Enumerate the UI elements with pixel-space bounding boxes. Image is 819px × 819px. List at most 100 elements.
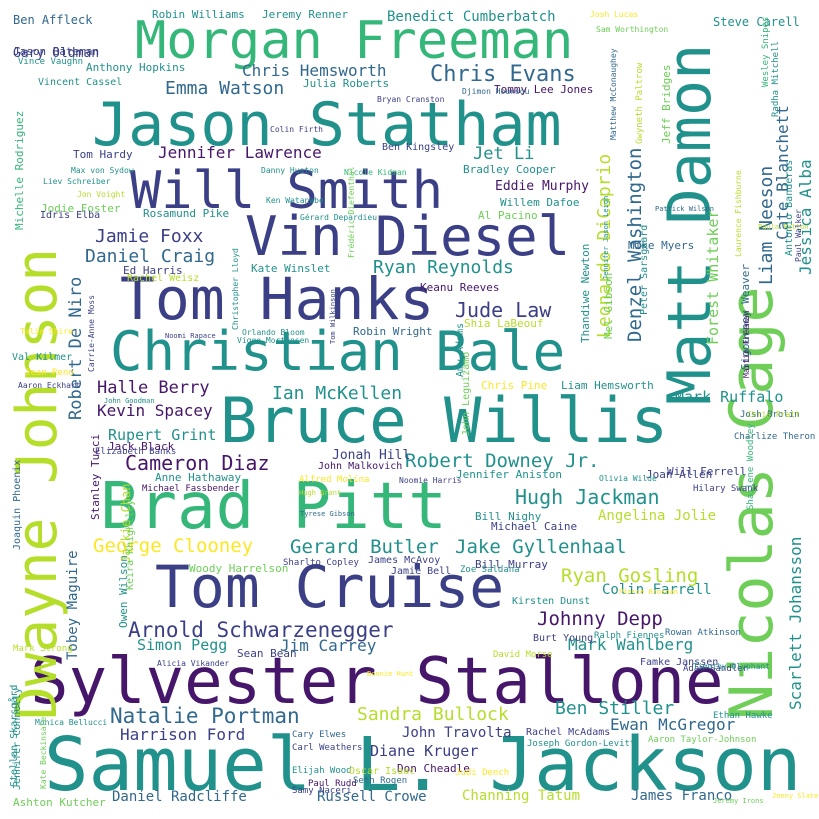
cloud-word: Tyrese Gibson [300, 510, 355, 518]
cloud-word: Michelle Rodriguez [13, 110, 26, 230]
cloud-word: Noomie Harris [399, 476, 462, 485]
cloud-word: Keanu Reeves [420, 281, 500, 294]
cloud-word: Morgan Freeman [135, 11, 574, 71]
cloud-word: Wesley Snipes [761, 16, 771, 87]
cloud-word: Colin Farrell [602, 582, 712, 598]
cloud-word: Tom Cruise [155, 553, 505, 621]
cloud-word: Chris Evans [430, 62, 576, 87]
cloud-word: James McAvoy [368, 555, 441, 566]
cloud-word: Thandiwe Newton [579, 243, 592, 343]
cloud-word: Sean Bean [237, 647, 297, 660]
cloud-word: Sylvester Stallone [30, 645, 724, 719]
cloud-word: Joseph Gordon-Levitt [527, 739, 636, 749]
cloud-word: Sharlto Copley [283, 558, 359, 568]
cloud-word: Bonnie Hunt [367, 670, 414, 678]
cloud-word: Djimon Hounsou [462, 87, 530, 96]
cloud-word: Gary Oldman [13, 46, 100, 61]
cloud-word: Burt Young [533, 633, 594, 644]
cloud-word: Chris Hemsworth [242, 61, 387, 80]
cloud-word: Frédéric Diefenthal [347, 166, 356, 258]
cloud-word: Samuel L. Jackson [44, 722, 802, 808]
cloud-word: Cameron Diaz [125, 451, 270, 475]
cloud-word: Matthew McConaughey [609, 48, 618, 140]
cloud-word: Rosamund Pike [143, 207, 230, 220]
cloud-word: Tommy Lee Jones [494, 83, 594, 96]
cloud-word: Kate Beckinsale [39, 716, 48, 789]
cloud-word: Jeff Bridges [660, 64, 673, 144]
cloud-word: Bill Nighy [475, 510, 542, 523]
cloud-word: Jack Black [108, 440, 175, 453]
cloud-word: Zoe Saldana [460, 565, 520, 575]
cloud-word: Elijah Wood [292, 766, 352, 776]
cloud-word: Tom Hanks [120, 265, 435, 333]
cloud-word: Samy Naceri [292, 786, 352, 796]
cloud-word: Peter Sarsgaard [639, 224, 650, 315]
cloud-word: Hugh Grant [299, 489, 342, 497]
cloud-word: Gwyneth Paltrow [635, 62, 645, 144]
cloud-word: Bruce Willis [220, 384, 668, 457]
cloud-word: Kevin Spacey [97, 401, 213, 420]
cloud-word: Al Pacino [478, 209, 538, 222]
cloud-word: Aaron Taylor-Johnson [648, 735, 757, 745]
cloud-word: James Franco [631, 788, 733, 804]
cloud-word: Christian Bale [110, 320, 566, 383]
cloud-word: Vin Diesel [245, 205, 571, 268]
cloud-word: Eddie Murphy [495, 179, 589, 194]
cloud-word: Jonah Hill [332, 448, 411, 463]
cloud-word: Jet Li [473, 144, 535, 164]
cloud-word: Patrick Wilson [655, 205, 715, 213]
cloud-word: Keira Knightley [125, 499, 136, 590]
cloud-word: Ryan Gosling [561, 565, 699, 587]
cloud-word: Russell Crowe [317, 789, 427, 805]
cloud-word: Martin Freeman [742, 310, 751, 378]
cloud-word: Emma Watson [165, 78, 285, 99]
cloud-word: Chris Pine [481, 379, 548, 392]
cloud-word: Colin Firth [270, 125, 323, 134]
cloud-word: Johnny Depp [537, 608, 663, 630]
cloud-word: Don Cheadle [397, 762, 470, 775]
cloud-word: Olivia Wilde [599, 474, 657, 483]
cloud-word: Jodie Foster [41, 202, 121, 215]
cloud-word: Jamie Bell [391, 566, 452, 577]
cloud-word: Julia Roberts [303, 77, 390, 90]
cloud-word: Radha Mitchell [771, 41, 781, 117]
cloud-word: Shia LaBeouf [464, 317, 544, 330]
cloud-word: Oscar Isaac [349, 766, 416, 777]
cloud-word: Nicole Kidman [344, 168, 407, 177]
cloud-word: Mel Gibson [602, 272, 615, 339]
cloud-word: Anne Hathaway [155, 471, 242, 484]
cloud-word: Jake Gyllenhaal [455, 536, 627, 558]
cloud-word: Rachel Weisz [127, 273, 200, 284]
cloud-word: Liam Hemsworth [561, 379, 654, 392]
cloud-word: Jennifer Jason Leigh [602, 195, 610, 280]
cloud-word: Charlize Theron [734, 432, 816, 442]
cloud-word: Mike Myers [628, 239, 695, 252]
cloud-word: Chris Pratt [747, 410, 800, 419]
cloud-word: Forest Whitaker [704, 209, 722, 345]
cloud-word: Max von Sydow [71, 166, 134, 175]
cloud-word: Scarlett Johansson [786, 536, 805, 710]
cloud-word: Michael Fassbender [142, 484, 240, 494]
cloud-word: Anthony Hopkins [86, 61, 186, 74]
cloud-word: Daniel Radcliffe [112, 789, 247, 805]
cloud-word: Shailene Woodley [746, 423, 756, 510]
cloud-word: Judi Dench [455, 768, 510, 778]
cloud-word: Pierce Brosnan [619, 588, 679, 596]
cloud-word: Natalie Portman [110, 704, 300, 728]
cloud-word: Jennifer Lawrence [158, 143, 322, 162]
cloud-word: Joan Allen [646, 468, 713, 481]
cloud-word: Stellan Skarsgård [9, 684, 20, 787]
cloud-word: Robin Wright [353, 325, 433, 338]
cloud-word: Laurence Fishburne [734, 170, 743, 257]
cloud-word: Brad Pitt [100, 470, 447, 544]
cloud-word: Timothy Olyphant [693, 662, 771, 671]
cloud-word: Benedict Cumberbatch [387, 9, 556, 25]
cloud-word: Carl Weathers [292, 743, 363, 753]
cloud-word: Liev Schreiber [43, 177, 111, 186]
cloud-word: John Leguizamo [461, 351, 472, 436]
cloud-word: Vince Vaughn [18, 57, 84, 67]
cloud-word: Danny Huston [261, 166, 319, 175]
cloud-word: Ken Watanabe [266, 196, 324, 205]
cloud-word: Channing Tatum [462, 788, 581, 804]
